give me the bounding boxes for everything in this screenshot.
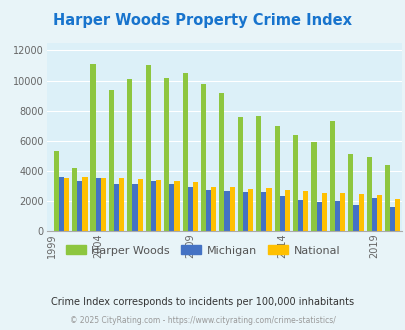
Bar (82, 177, 87, 231)
Bar (256, 116, 261, 231)
Bar (169, 184, 174, 231)
Bar (237, 117, 242, 231)
Bar (90, 64, 96, 231)
Bar (109, 89, 114, 231)
Bar (371, 198, 376, 231)
Text: Crime Index corresponds to incidents per 100,000 inhabitants: Crime Index corresponds to incidents per… (51, 297, 354, 307)
Bar (321, 193, 326, 231)
Bar (145, 65, 151, 231)
Bar (358, 194, 363, 231)
Bar (77, 182, 82, 231)
Bar (64, 178, 69, 231)
Bar (316, 202, 321, 231)
Text: © 2025 CityRating.com - https://www.cityrating.com/crime-statistics/: © 2025 CityRating.com - https://www.city… (70, 316, 335, 325)
Bar (156, 180, 161, 231)
Bar (329, 121, 334, 231)
Bar (384, 165, 389, 231)
Bar (261, 192, 266, 231)
Bar (284, 190, 289, 231)
Bar (266, 188, 271, 231)
Bar (187, 186, 192, 231)
Legend: Harper Woods, Michigan, National: Harper Woods, Michigan, National (61, 241, 344, 260)
Bar (292, 135, 297, 231)
Bar (100, 178, 106, 231)
Bar (334, 201, 339, 231)
Bar (151, 182, 156, 231)
Bar (200, 83, 206, 231)
Bar (242, 192, 247, 231)
Bar (59, 177, 64, 231)
Bar (389, 207, 394, 231)
Bar (352, 205, 358, 231)
Bar (114, 184, 119, 231)
Bar (174, 182, 179, 231)
Bar (182, 73, 187, 231)
Bar (297, 200, 303, 231)
Bar (366, 156, 371, 231)
Bar (164, 78, 169, 231)
Bar (311, 142, 316, 231)
Bar (247, 189, 253, 231)
Bar (394, 199, 399, 231)
Bar (132, 184, 137, 231)
Text: Harper Woods Property Crime Index: Harper Woods Property Crime Index (53, 13, 352, 28)
Bar (137, 179, 143, 231)
Bar (72, 168, 77, 231)
Bar (206, 190, 211, 231)
Bar (96, 178, 100, 231)
Bar (127, 79, 132, 231)
Bar (303, 191, 308, 231)
Bar (219, 92, 224, 231)
Bar (279, 196, 284, 231)
Bar (339, 193, 344, 231)
Bar (119, 178, 124, 231)
Bar (224, 191, 229, 231)
Bar (192, 182, 198, 231)
Bar (274, 126, 279, 231)
Bar (53, 151, 59, 231)
Bar (347, 154, 352, 231)
Bar (376, 195, 381, 231)
Bar (229, 186, 234, 231)
Bar (211, 186, 216, 231)
